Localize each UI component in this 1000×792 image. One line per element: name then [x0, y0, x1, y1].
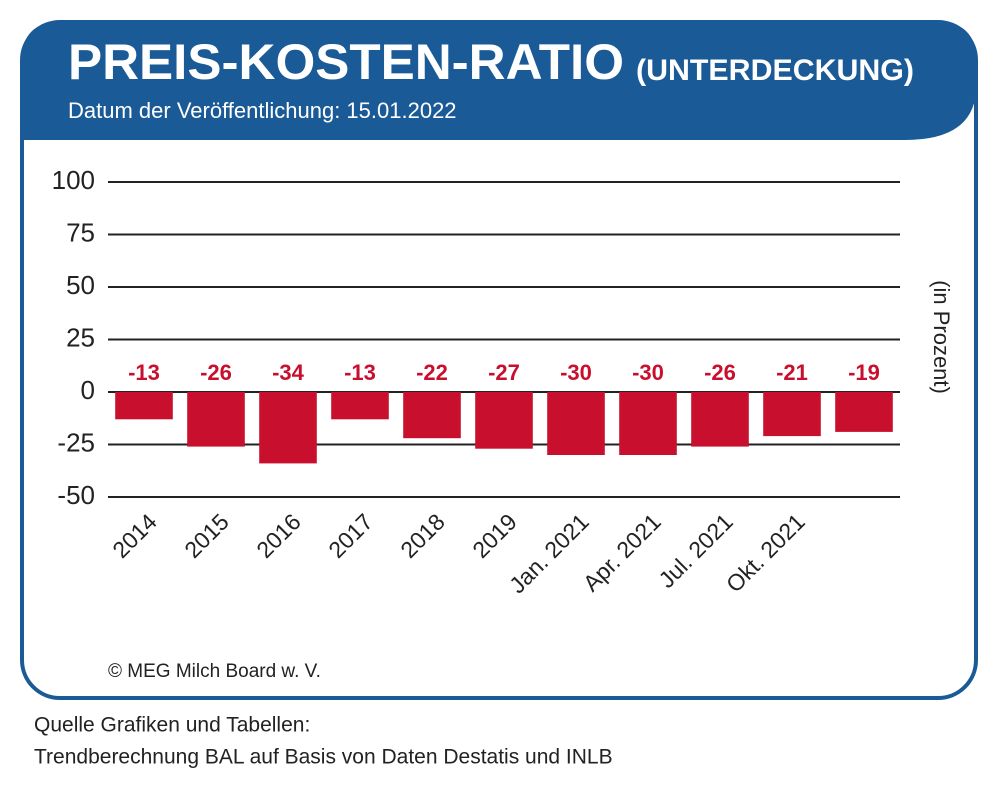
y-tick-label: 75 [66, 217, 95, 247]
data-label: -13 [344, 360, 376, 385]
bar [259, 392, 317, 464]
bar [115, 392, 173, 420]
bar [331, 392, 389, 420]
data-label: -22 [416, 360, 448, 385]
chart-title: PREIS-KOSTEN-RATIO [68, 34, 624, 90]
data-label: -27 [488, 360, 520, 385]
bar [691, 392, 749, 447]
y-tick-label: 0 [81, 375, 95, 405]
data-label: -30 [632, 360, 664, 385]
y-axis-label: (in Prozent) [929, 280, 954, 394]
bar [547, 392, 605, 455]
bar [619, 392, 677, 455]
bar [403, 392, 461, 439]
bar [475, 392, 533, 449]
credit: © MEG Milch Board w. V. [108, 661, 321, 682]
data-label: -26 [200, 360, 232, 385]
data-label: -19 [848, 360, 880, 385]
chart-title-suffix: (UNTERDECKUNG) [636, 54, 914, 87]
source-line: Quelle Grafiken und Tabellen: [34, 714, 310, 737]
chart-subtitle: Datum der Veröffentlichung: 15.01.2022 [68, 98, 457, 123]
y-tick-label: 50 [66, 270, 95, 300]
data-label: -13 [128, 360, 160, 385]
y-tick-label: 25 [66, 322, 95, 352]
data-label: -26 [704, 360, 736, 385]
bar [835, 392, 893, 432]
header-band [22, 22, 976, 140]
y-tick-label: 100 [52, 165, 95, 195]
data-label: -34 [272, 360, 305, 385]
data-label: -30 [560, 360, 592, 385]
source-line: Trendberechnung BAL auf Basis von Daten … [34, 746, 613, 769]
data-label: -21 [776, 360, 808, 385]
bar [763, 392, 821, 437]
y-tick-label: -50 [57, 480, 95, 510]
bar [187, 392, 245, 447]
y-tick-label: -25 [57, 427, 95, 457]
